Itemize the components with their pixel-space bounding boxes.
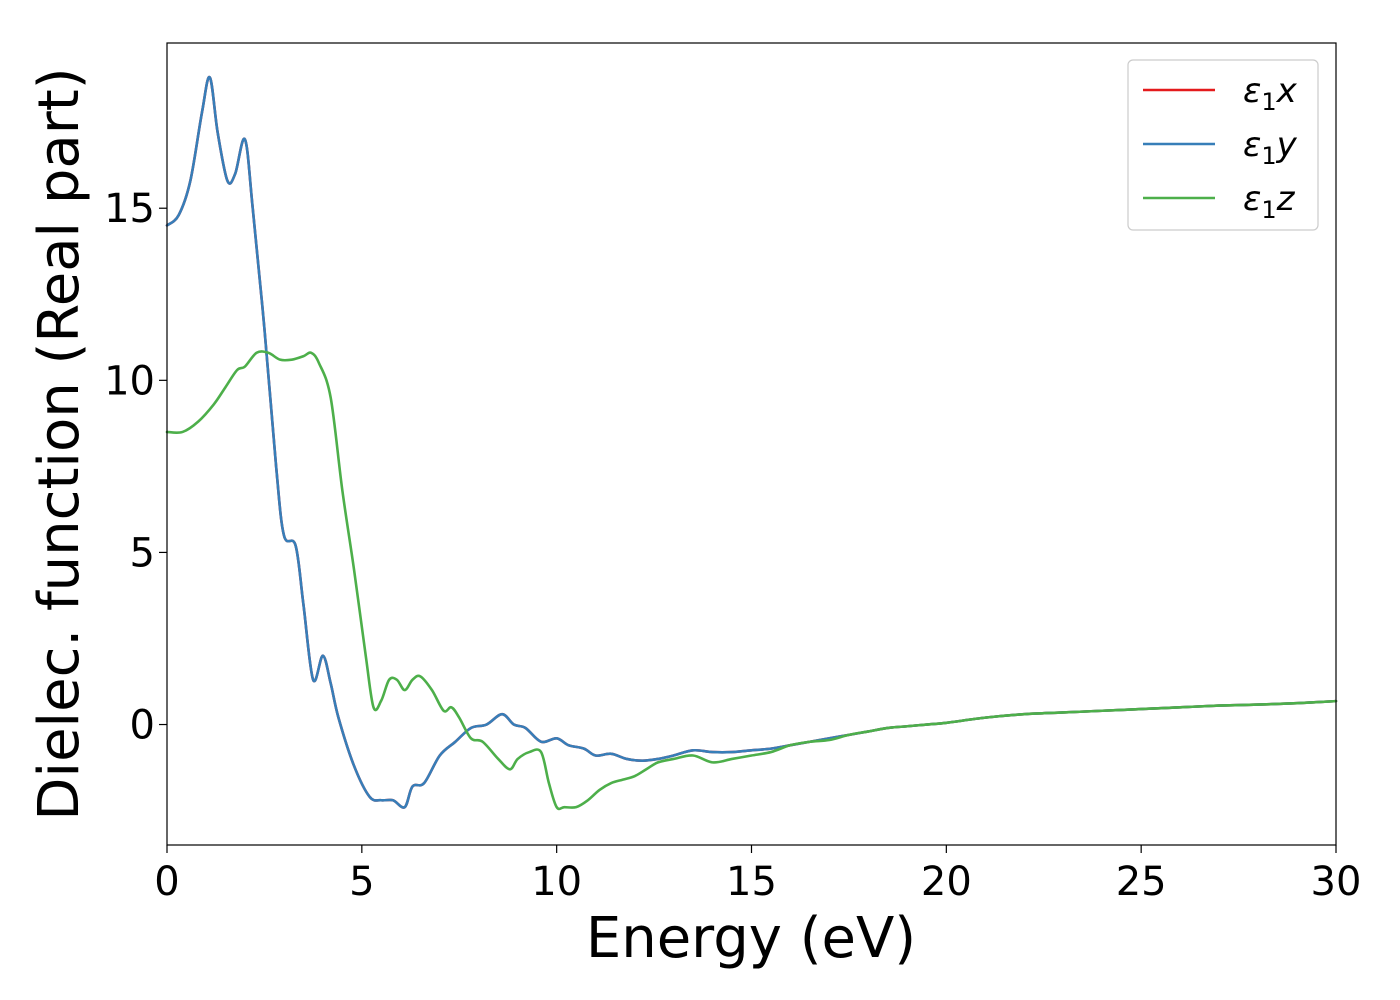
x-tick-label: 10 <box>531 859 582 905</box>
y-tick-label: 15 <box>104 186 155 232</box>
legend-frame <box>1127 59 1319 231</box>
x-axis-title: Energy (eV) <box>586 906 916 971</box>
x-tick-label: 0 <box>154 859 179 905</box>
y-tick-label: 5 <box>130 530 155 576</box>
y-tick-label: 0 <box>130 703 155 749</box>
x-tick-label: 15 <box>726 859 777 905</box>
y-tick-label: 10 <box>104 358 155 404</box>
y-axis-ticks: 0 5 10 15 <box>104 186 167 749</box>
legend-label-x: ε1x <box>1243 71 1298 116</box>
y-axis-title: Dielec. function (Real part) <box>27 67 92 820</box>
series-line-z <box>165 350 1338 811</box>
x-tick-label: 5 <box>349 859 374 905</box>
series-layer <box>165 75 1338 811</box>
legend-label-y: ε1y <box>1243 125 1298 170</box>
x-tick-label: 20 <box>921 859 972 905</box>
legend-label-z: ε1z <box>1243 179 1296 224</box>
x-axis-ticks: 0 5 10 15 20 25 30 <box>154 845 1361 905</box>
x-tick-label: 30 <box>1311 859 1362 905</box>
legend: ε1x ε1y ε1z <box>1127 59 1319 231</box>
x-tick-label: 25 <box>1116 859 1167 905</box>
